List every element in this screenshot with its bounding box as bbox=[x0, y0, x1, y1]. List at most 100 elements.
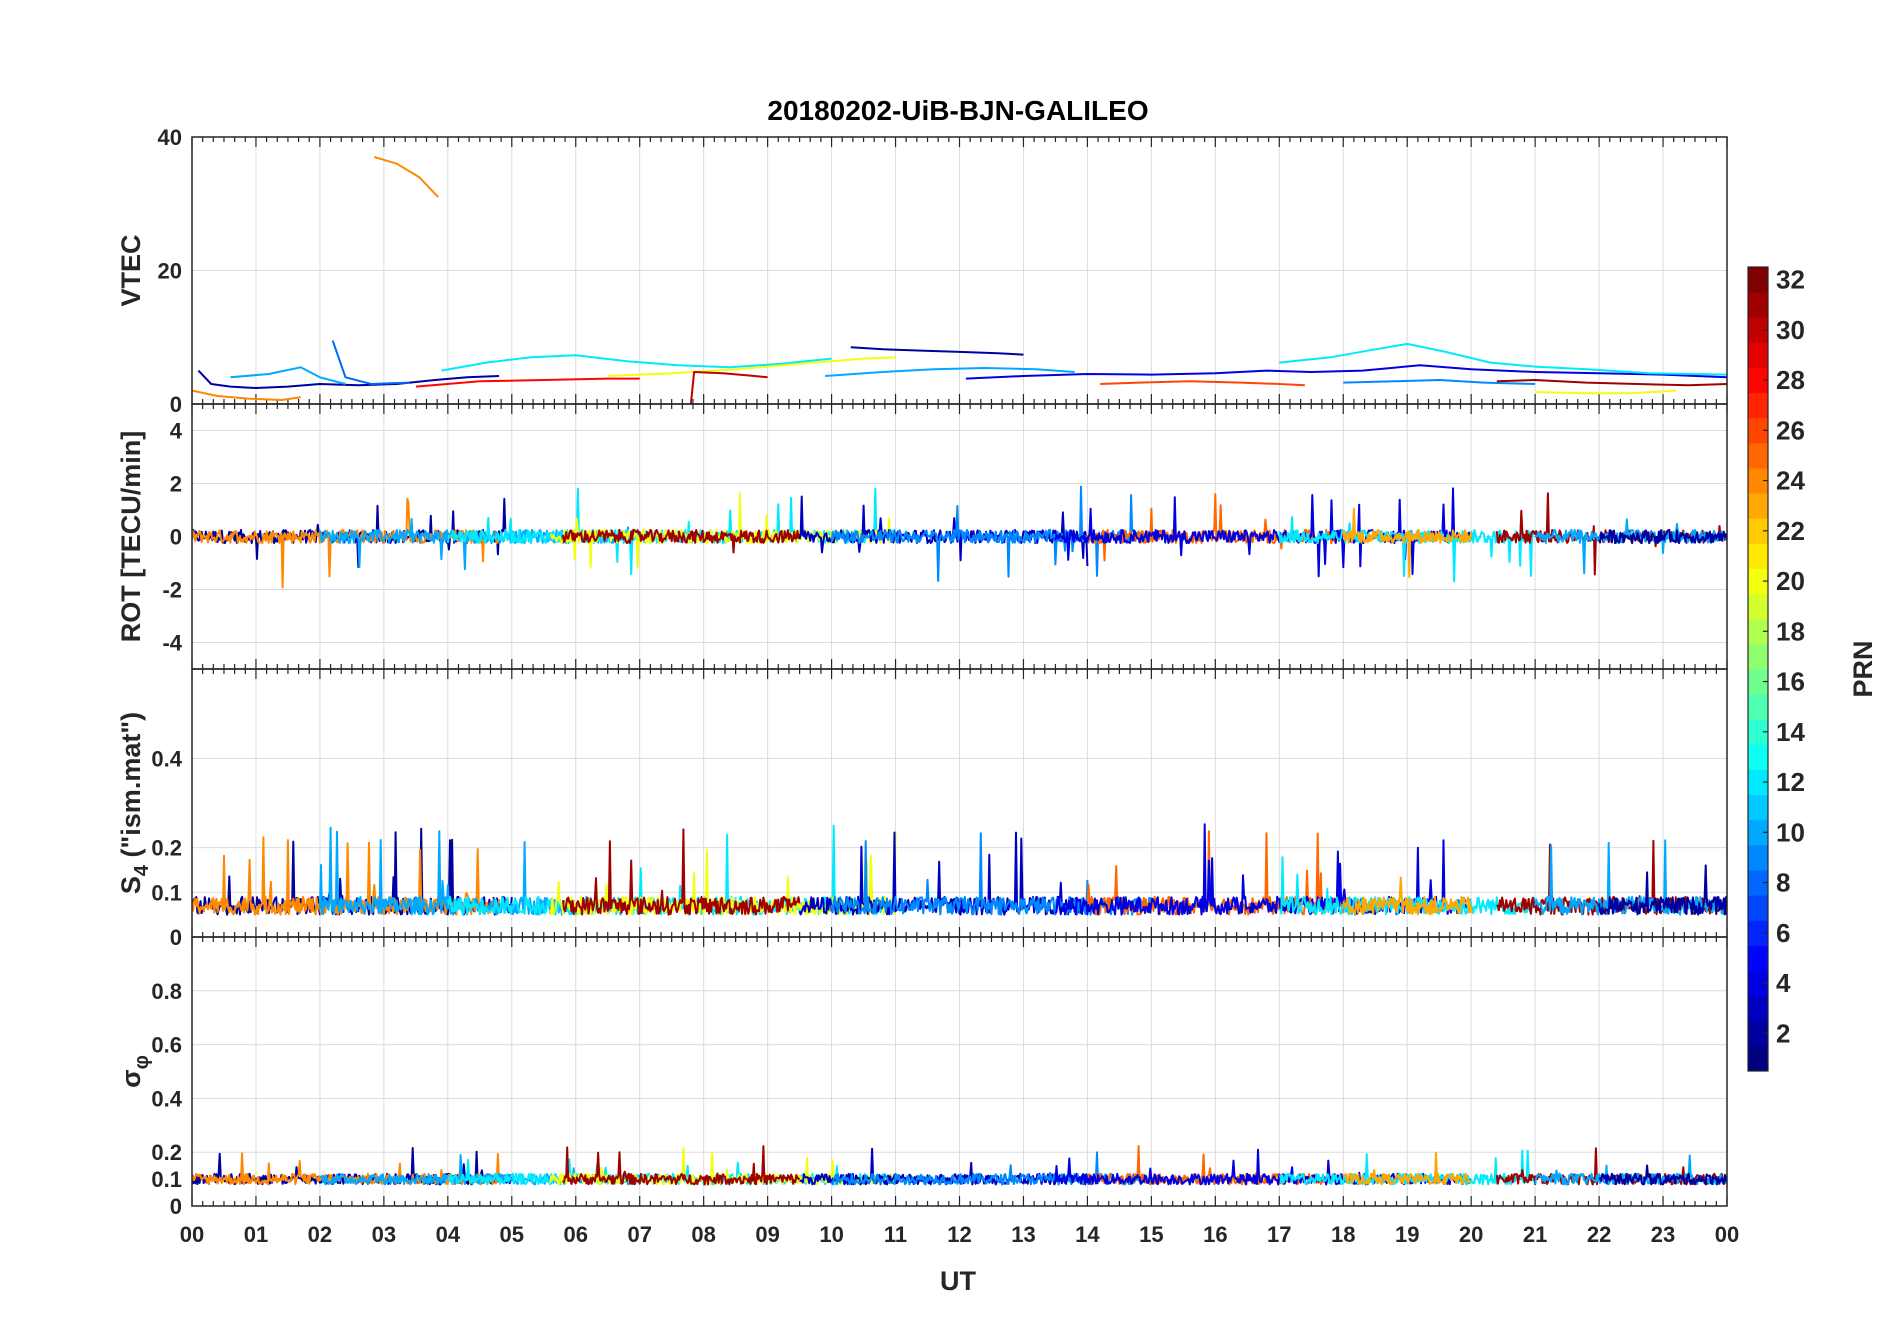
colorbar-segment bbox=[1748, 669, 1768, 695]
colorbar-segment bbox=[1748, 719, 1768, 745]
x-tick-label: 21 bbox=[1523, 1222, 1547, 1247]
colorbar-segment bbox=[1748, 468, 1768, 494]
series-line bbox=[562, 1145, 801, 1186]
x-tick-label: 22 bbox=[1587, 1222, 1611, 1247]
x-tick-label: 06 bbox=[564, 1222, 588, 1247]
series-line bbox=[1496, 379, 1727, 387]
colorbar-tick-label: 30 bbox=[1776, 315, 1805, 345]
series-line bbox=[850, 346, 1024, 356]
colorbar-tick-label: 28 bbox=[1776, 365, 1805, 395]
panel-frame bbox=[191, 936, 1728, 1207]
series-line bbox=[1342, 1151, 1472, 1186]
colorbar-segment bbox=[1748, 769, 1768, 796]
y-tick-label: -4 bbox=[162, 631, 182, 656]
y-tick-label: 40 bbox=[158, 125, 182, 150]
series-line bbox=[830, 1151, 1153, 1186]
colorbar-segment bbox=[1748, 317, 1768, 343]
series-line bbox=[1535, 389, 1676, 395]
colorbar-segment bbox=[1748, 518, 1768, 544]
x-tick-label: 20 bbox=[1459, 1222, 1483, 1247]
colorbar-tick-label: 14 bbox=[1776, 717, 1805, 747]
x-tick-label: 11 bbox=[884, 1222, 907, 1247]
series-line bbox=[192, 389, 301, 401]
y-tick-label: 20 bbox=[158, 259, 182, 284]
series-line bbox=[197, 369, 500, 389]
colorbar-tick-label: 22 bbox=[1776, 516, 1805, 546]
y-tick-label: -2 bbox=[162, 578, 182, 603]
series-line bbox=[415, 377, 640, 388]
x-tick-label: 09 bbox=[755, 1222, 779, 1247]
series-line bbox=[1100, 380, 1305, 387]
colorbar-segment bbox=[1748, 844, 1768, 871]
y-tick-label: 0.2 bbox=[151, 836, 182, 861]
series-line bbox=[1598, 864, 1727, 916]
colorbar-segment bbox=[1748, 568, 1768, 595]
series-line bbox=[562, 528, 801, 554]
colorbar-tick-label: 16 bbox=[1776, 667, 1805, 697]
panel-2: -4 -2 0 2 4 ROT [TECU/min] bbox=[116, 403, 1728, 670]
y-tick-label: 0.1 bbox=[151, 1167, 182, 1192]
colorbar-tick-label: 10 bbox=[1776, 817, 1805, 847]
y-tick-label: 4 bbox=[170, 419, 183, 444]
colorbar-tick-label: 20 bbox=[1776, 566, 1805, 596]
x-tick-label: 23 bbox=[1651, 1222, 1675, 1247]
colorbar-segment bbox=[1748, 417, 1768, 444]
y-axis-label: ROT [TECU/min] bbox=[116, 431, 146, 642]
y-tick-label: 0 bbox=[170, 392, 182, 417]
colorbar-segment bbox=[1748, 694, 1768, 720]
x-tick-label: 10 bbox=[819, 1222, 843, 1247]
y-tick-label: 0 bbox=[170, 925, 182, 950]
y-axis-label: σφ bbox=[116, 1055, 153, 1088]
x-tick-label: 05 bbox=[500, 1222, 524, 1247]
x-tick-label: 19 bbox=[1395, 1222, 1419, 1247]
y-tick-label: 0.1 bbox=[151, 880, 182, 905]
colorbar-segment bbox=[1748, 1045, 1768, 1072]
series-line bbox=[1342, 876, 1473, 916]
traces bbox=[192, 823, 1727, 916]
colorbar-segment bbox=[1748, 543, 1768, 569]
colorbar-segment bbox=[1748, 392, 1768, 419]
x-tick-label: 04 bbox=[436, 1222, 461, 1247]
x-tick-label: 14 bbox=[1075, 1222, 1100, 1247]
chart-title: 20180202-UiB-BJN-GALILEO bbox=[767, 95, 1148, 126]
series-line bbox=[689, 371, 768, 404]
series-line bbox=[607, 356, 896, 377]
colorbar-segment bbox=[1748, 292, 1768, 318]
colorbar-segment bbox=[1748, 794, 1768, 821]
colorbar-segment bbox=[1748, 442, 1768, 469]
series-line bbox=[562, 828, 801, 916]
colorbar-segment bbox=[1748, 970, 1768, 997]
colorbar-segment bbox=[1748, 342, 1768, 368]
colorbar-segment bbox=[1748, 920, 1768, 946]
x-tick-label: 18 bbox=[1331, 1222, 1355, 1247]
colorbar-segment bbox=[1748, 895, 1768, 921]
y-axis-label-sub: 4 bbox=[131, 864, 153, 876]
colorbar-segment bbox=[1748, 744, 1768, 770]
colorbar-segment bbox=[1748, 819, 1768, 846]
series-line bbox=[192, 1152, 500, 1186]
colorbar-segment bbox=[1748, 367, 1768, 394]
colorbar-segment bbox=[1748, 995, 1768, 1022]
panel-1: 0 20 40 VTEC bbox=[116, 125, 1728, 417]
series-line bbox=[825, 367, 1075, 377]
colorbar-frame bbox=[1747, 266, 1769, 1072]
x-axis-label: UT bbox=[940, 1266, 976, 1296]
series-line bbox=[230, 366, 346, 385]
panel-3: 00.10.20.4S4 ("ism.mat") bbox=[116, 668, 1728, 950]
panel-4: 00.10.2 0.4 0.6 0.8 σφ bbox=[116, 936, 1728, 1219]
y-tick-label: 0.2 bbox=[151, 1140, 182, 1165]
y-tick-label: 0.4 bbox=[151, 746, 182, 771]
series-line bbox=[799, 1147, 1089, 1186]
colorbar-tick-label: 32 bbox=[1776, 265, 1805, 295]
series-line bbox=[549, 831, 897, 916]
x-tick-label: 03 bbox=[372, 1222, 396, 1247]
series-line bbox=[965, 364, 1727, 380]
y-axis-label-rest: ("ism.mat") bbox=[116, 712, 146, 865]
series-line bbox=[1534, 518, 1727, 575]
x-tick-label: 15 bbox=[1139, 1222, 1163, 1247]
series-line bbox=[1278, 856, 1537, 916]
y-axis-label: VTEC bbox=[116, 234, 146, 306]
y-tick-label: 0 bbox=[170, 525, 182, 550]
